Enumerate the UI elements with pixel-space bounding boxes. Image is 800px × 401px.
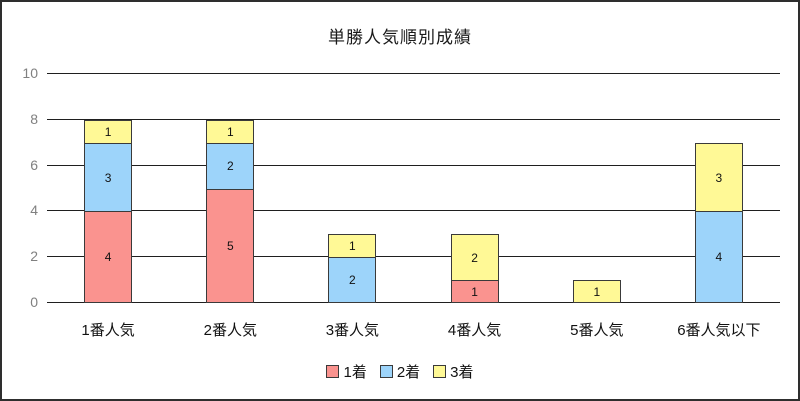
bar-value-label: 4 [715, 250, 723, 265]
bar-segment-series3-cat5: 1 [572, 280, 621, 303]
x-axis-category-label: 3番人気 [325, 322, 380, 339]
legend-item-3: 3着 [433, 361, 474, 382]
bar-value-label: 3 [104, 170, 112, 185]
bar-segment-series2-cat3: 2 [328, 257, 377, 303]
bar-value-label: 4 [104, 250, 112, 265]
bar-value-label: 1 [104, 124, 112, 139]
gridline-y-8 [47, 119, 780, 120]
x-axis-category-label: 1番人気 [81, 322, 135, 339]
bar-value-label: 2 [471, 250, 478, 265]
legend-item-2: 2着 [379, 361, 421, 382]
legend-swatch-3 [433, 365, 447, 378]
x-axis-category-label: 6番人気以下 [677, 322, 761, 339]
bar-segment-series2-cat1: 3 [84, 142, 133, 213]
y-axis-tick-label: 4 [30, 202, 38, 218]
bar-segment-series2-cat2: 2 [206, 142, 255, 190]
plot-area: 4 3 1 5 2 1 2 1 1 2 1 4 3 [47, 73, 780, 303]
bar-value-label: 1 [593, 284, 601, 299]
gridline-y-6 [47, 165, 780, 166]
gridline-y-2 [47, 256, 780, 257]
bar-value-label: 1 [471, 284, 478, 299]
legend-swatch-1 [326, 365, 340, 378]
x-axis-category-label: 4番人気 [447, 322, 502, 339]
y-axis-tick-label: 8 [30, 111, 38, 127]
gridline-y-10 [47, 73, 780, 74]
legend-item-1: 1着 [326, 361, 367, 382]
x-axis-category-label: 2番人気 [203, 322, 257, 339]
bar-segment-series3-cat2: 1 [206, 119, 255, 144]
bar-segment-series1-cat4: 1 [450, 280, 499, 303]
bar-value-label: 1 [226, 124, 234, 139]
bar-segment-series1-cat1: 4 [84, 211, 133, 303]
bar-segment-series1-cat2: 5 [206, 188, 255, 303]
gridline-y-4 [47, 210, 780, 211]
bar-value-label: 2 [226, 159, 234, 174]
bar-value-label: 5 [226, 238, 234, 253]
x-axis-category-label: 5番人気 [570, 322, 624, 339]
y-axis-tick-label: 0 [30, 294, 38, 310]
bar-segment-series3-cat6: 3 [694, 142, 743, 213]
bar-segment-series3-cat3: 1 [328, 234, 377, 259]
bar-value-label: 1 [349, 239, 356, 254]
legend: 1着 2着 3着 [2, 361, 798, 382]
bar-segment-series3-cat1: 1 [84, 119, 133, 144]
y-axis-tick-label: 2 [30, 248, 38, 264]
y-axis-tick-label: 10 [22, 65, 38, 81]
y-axis-tick-label: 6 [30, 157, 38, 173]
gridline-y-0 [47, 302, 780, 303]
bar-value-label: 3 [715, 170, 723, 185]
chart-title: 単勝人気順別成績 [328, 28, 472, 47]
legend-label-1: 1着 [343, 364, 367, 381]
legend-swatch-2 [379, 365, 393, 378]
bar-segment-series2-cat6: 4 [694, 211, 743, 303]
bar-value-label: 2 [349, 273, 356, 288]
bar-segment-series3-cat4: 2 [450, 234, 499, 282]
legend-label-2: 2着 [396, 364, 421, 381]
legend-label-3: 3着 [450, 364, 474, 381]
